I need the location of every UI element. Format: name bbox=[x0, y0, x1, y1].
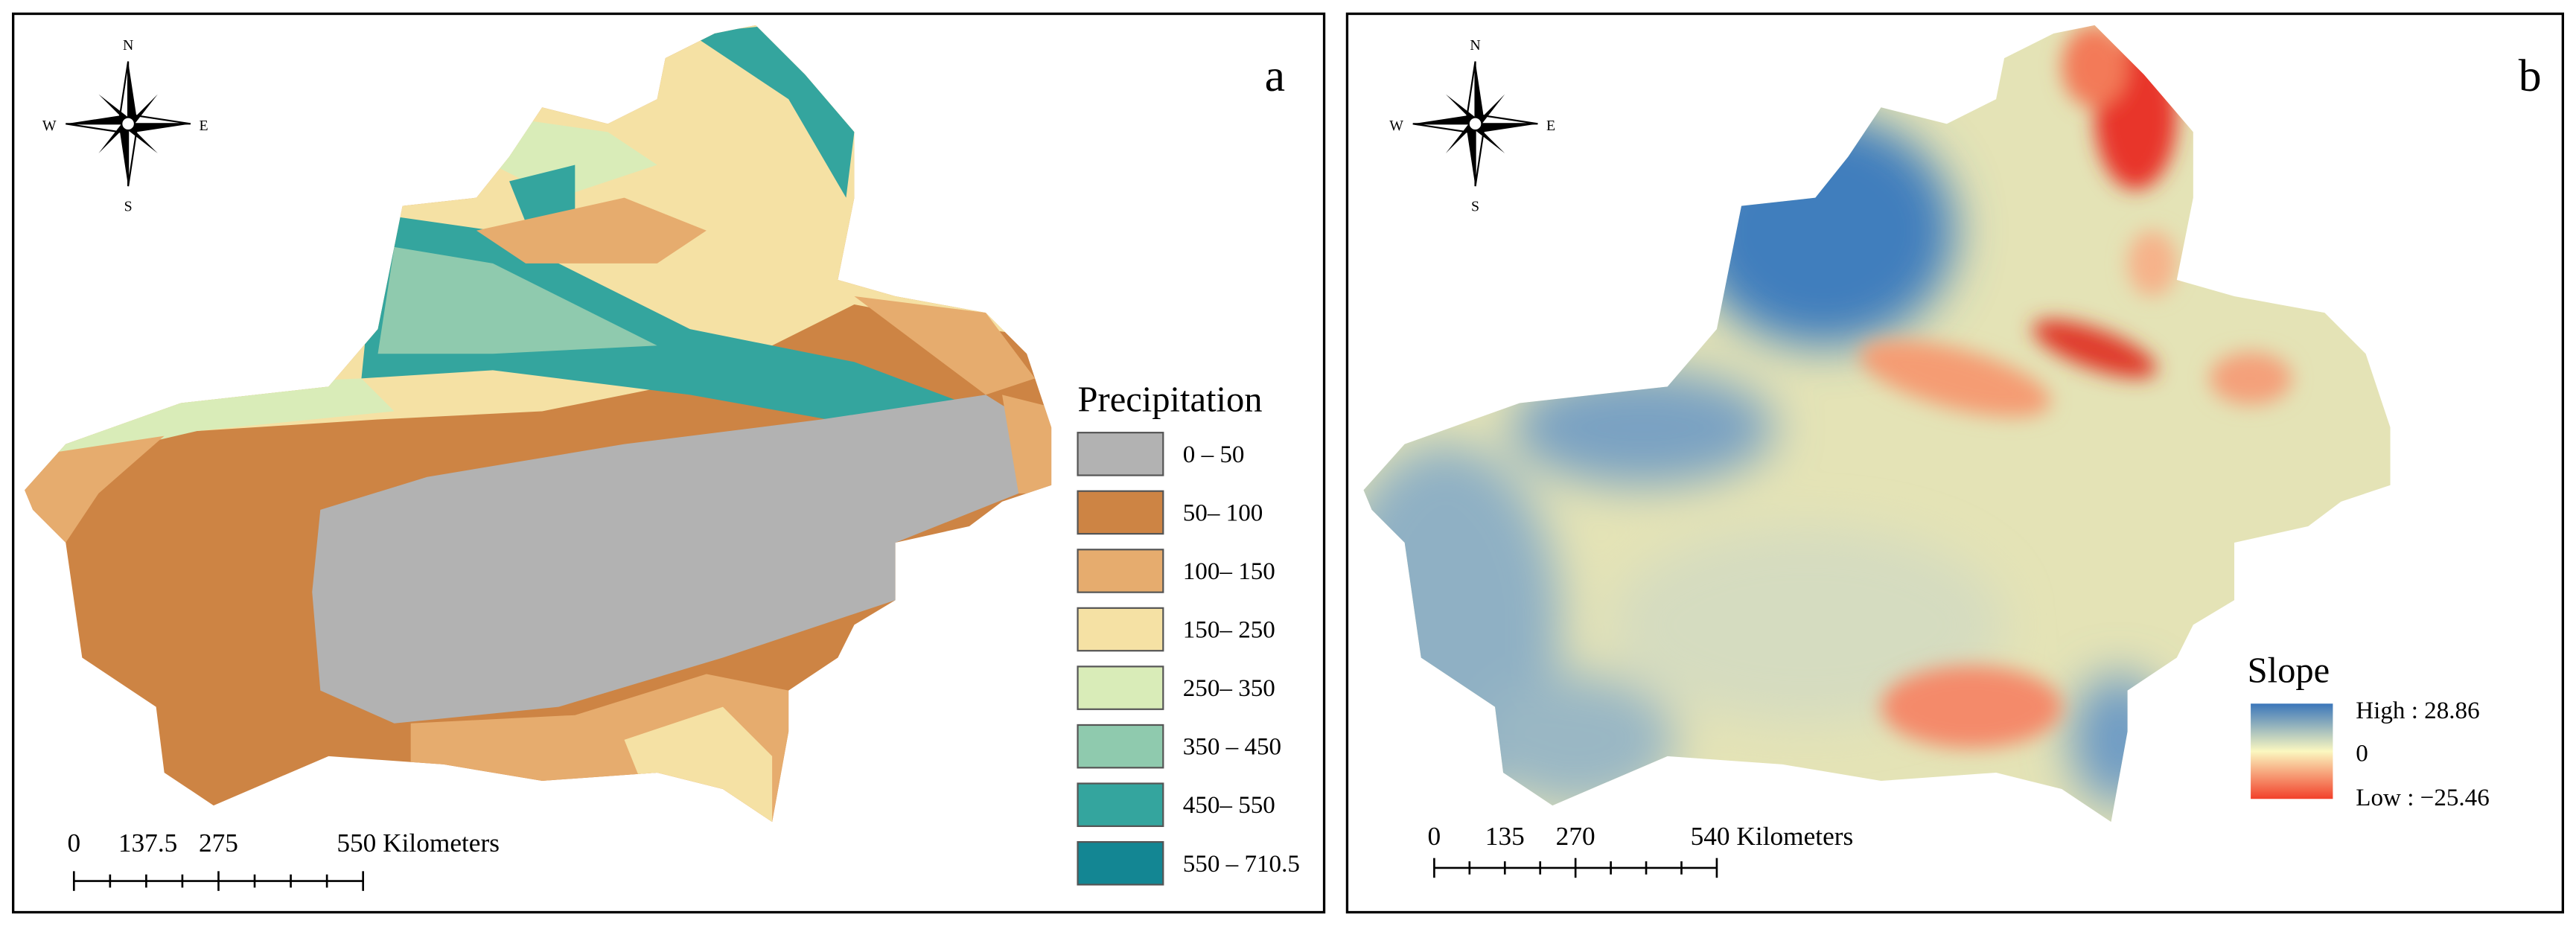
legend-title: Slope bbox=[2248, 651, 2330, 691]
scale-label: 137.5 bbox=[118, 828, 177, 858]
legend-ramp bbox=[2251, 703, 2333, 799]
legend: 0 – 50 50– 100 100– 150 150– 250 250– 350 350… bbox=[1077, 432, 1300, 886]
legend-swatch bbox=[1077, 724, 1164, 769]
scale-label: 0 bbox=[1428, 822, 1441, 851]
scale-label: 0 bbox=[67, 828, 80, 858]
compass-n: N bbox=[1470, 37, 1480, 54]
compass-n: N bbox=[123, 37, 133, 54]
legend-swatch bbox=[1077, 665, 1164, 710]
scale-label: 550 Kilometers bbox=[337, 828, 500, 858]
scale-bar bbox=[72, 871, 364, 891]
compass-s: S bbox=[1471, 198, 1479, 214]
legend-title: Precipitation bbox=[1078, 380, 1263, 419]
legend-label: 0 – 50 bbox=[1183, 441, 1245, 468]
compass-w: W bbox=[42, 118, 57, 134]
legend-swatch bbox=[1077, 607, 1164, 652]
legend-swatch bbox=[1077, 782, 1164, 827]
legend-label: 350 – 450 bbox=[1183, 734, 1281, 761]
legend-low: Low : −25.46 bbox=[2356, 785, 2489, 811]
legend-label: 50– 100 bbox=[1183, 499, 1263, 526]
legend-label: 550 – 710.5 bbox=[1183, 851, 1300, 878]
legend-swatch bbox=[1077, 432, 1164, 476]
panel-label: b bbox=[2519, 51, 2542, 101]
scale-label: 540 Kilometers bbox=[1691, 822, 1854, 851]
scale-bar bbox=[1433, 858, 1718, 878]
scale-label: 270 bbox=[1556, 822, 1595, 851]
legend-swatch bbox=[1077, 549, 1164, 593]
legend-label: 450– 550 bbox=[1183, 792, 1275, 819]
legend-label: 150– 250 bbox=[1183, 617, 1275, 644]
legend-swatch bbox=[1077, 490, 1164, 535]
compass-s: S bbox=[124, 198, 133, 214]
legend-mid: 0 bbox=[2356, 741, 2368, 767]
compass-w: W bbox=[1389, 118, 1403, 134]
legend-swatch bbox=[1077, 840, 1164, 886]
scale-label: 275 bbox=[199, 828, 238, 858]
compass-e: E bbox=[200, 118, 208, 134]
legend-label: 250– 350 bbox=[1183, 675, 1275, 702]
legend-high: High : 28.86 bbox=[2356, 697, 2479, 724]
legend-label: 100– 150 bbox=[1183, 558, 1275, 585]
panel-label: a bbox=[1265, 51, 1285, 101]
scale-label: 135 bbox=[1485, 822, 1525, 851]
compass-e: E bbox=[1546, 118, 1555, 134]
